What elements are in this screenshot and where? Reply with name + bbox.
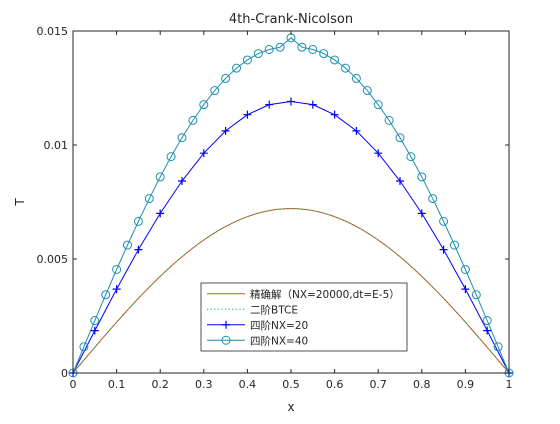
x-tick-label: 0.7 (369, 378, 387, 391)
data-point-marker (483, 326, 492, 335)
data-point-marker (308, 100, 317, 109)
x-tick-label: 0 (70, 378, 77, 391)
data-point-marker (156, 209, 165, 218)
data-point-marker (275, 42, 285, 52)
data-point-marker (396, 177, 404, 186)
x-tick-label: 0.4 (239, 378, 257, 391)
x-tick-label: 0.8 (413, 378, 431, 391)
data-point-marker (493, 342, 503, 352)
data-point-marker (395, 133, 405, 143)
axis-ticks-layer: 0 0.1 0.2 0.3 0.4 0.5 0.6 0.7 0.8 0.9 1 0 0.005 0.01 0… (37, 25, 513, 391)
data-point-marker (133, 216, 143, 226)
data-point-marker (439, 245, 448, 254)
x-tick-label: 0.3 (195, 378, 213, 391)
data-point-marker (243, 110, 252, 119)
legend: 精确解（NX=20000,dt=E-5） 二阶BTCE 四阶NX=20 四阶NX=40 (200, 282, 408, 352)
data-point-marker (297, 42, 307, 52)
data-point-marker (428, 194, 438, 204)
data-point-marker (319, 49, 329, 59)
legend-label-4: 四阶NX=40 (250, 334, 308, 347)
data-point-marker (341, 63, 350, 73)
data-point-marker (112, 285, 121, 294)
data-point-marker (166, 152, 176, 162)
data-point-marker (134, 245, 143, 254)
data-point-marker (308, 44, 318, 54)
data-point-marker (362, 86, 372, 96)
data-point-marker (482, 316, 492, 326)
data-point-marker (264, 44, 274, 54)
data-point-marker (210, 86, 220, 96)
data-point-marker (450, 240, 459, 250)
data-point-marker (265, 100, 274, 109)
series-line-2 (72, 208, 510, 374)
data-point-marker (221, 73, 231, 83)
data-point-marker (79, 342, 89, 352)
data-point-marker (221, 126, 230, 135)
data-point-marker (351, 73, 361, 83)
data-point-marker (155, 172, 165, 182)
legend-label-2: 二阶BTCE (250, 303, 298, 316)
x-tick-label: 0.5 (282, 378, 300, 391)
data-point-marker (177, 133, 187, 143)
data-point-marker (417, 172, 427, 182)
legend-box (200, 282, 408, 352)
data-point-marker (460, 264, 470, 274)
data-point-marker (199, 149, 208, 158)
data-point-marker (330, 55, 340, 65)
series-line-4 (72, 37, 510, 374)
legend-label-3: 四阶NX=20 (250, 319, 308, 332)
data-point-marker (178, 177, 186, 186)
data-point-marker (439, 216, 449, 226)
data-point-marker (90, 326, 99, 335)
legend-marker-3 (222, 320, 230, 329)
data-point-marker (374, 149, 383, 158)
legend-marker-4 (221, 335, 231, 345)
data-point-marker (144, 194, 154, 204)
data-point-marker (330, 110, 339, 119)
data-point-marker (123, 240, 132, 250)
data-point-marker (287, 97, 295, 106)
data-point-marker (199, 100, 209, 110)
data-point-marker (90, 316, 100, 326)
y-tick-label: 0.005 (37, 253, 69, 266)
data-point-marker (373, 100, 383, 110)
data-point-marker (242, 55, 252, 65)
data-point-marker (417, 209, 426, 218)
data-point-marker (384, 115, 394, 125)
x-tick-label: 0.1 (108, 378, 126, 391)
y-axis-label: T (13, 198, 27, 207)
y-tick-label: 0.015 (37, 25, 69, 38)
x-axis-label: x (287, 400, 294, 414)
legend-label-1: 精确解（NX=20000,dt=E-5） (250, 288, 400, 301)
data-point-marker (352, 126, 361, 135)
data-point-marker (188, 115, 198, 125)
data-point-marker (253, 49, 263, 59)
series-markers-layer (68, 33, 514, 378)
data-point-marker (461, 285, 470, 294)
y-tick-label: 0 (61, 367, 68, 380)
chart-title: 4th-Crank-Nicolson (229, 12, 353, 27)
x-tick-label: 0.6 (326, 378, 344, 391)
x-tick-label: 1 (506, 378, 513, 391)
x-tick-label: 0.2 (151, 378, 169, 391)
x-tick-label: 0.9 (457, 378, 475, 391)
y-tick-label: 0.01 (44, 139, 69, 152)
data-point-marker (112, 264, 122, 274)
data-point-marker (406, 152, 416, 162)
data-point-marker (101, 290, 111, 300)
data-point-marker (232, 63, 241, 73)
data-point-marker (471, 290, 481, 300)
